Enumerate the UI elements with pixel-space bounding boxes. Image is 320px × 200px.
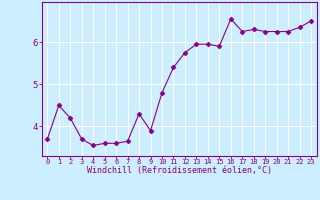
X-axis label: Windchill (Refroidissement éolien,°C): Windchill (Refroidissement éolien,°C) bbox=[87, 166, 272, 175]
